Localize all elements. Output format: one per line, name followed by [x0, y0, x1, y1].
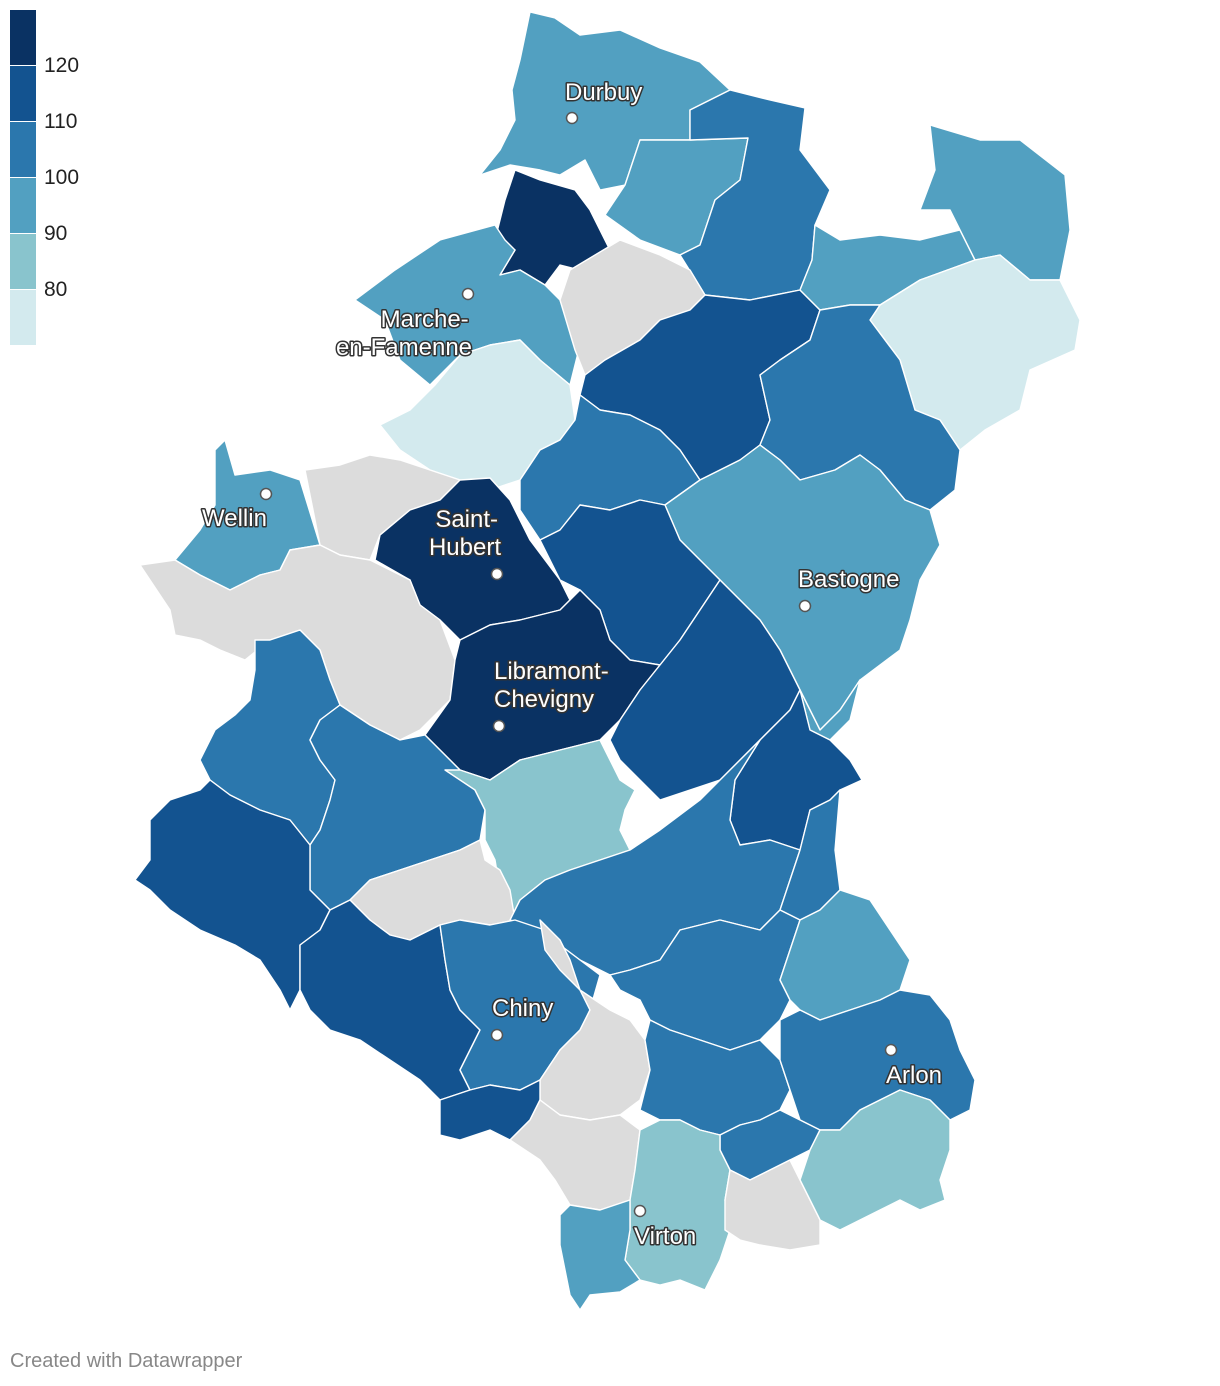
legend-swatch-5	[10, 234, 36, 289]
city-marker-icon	[490, 567, 504, 581]
city-label-line: Hubert	[429, 534, 501, 561]
city-label-durbuy: Durbuy	[565, 79, 642, 106]
legend-tick-110: 110	[44, 110, 77, 133]
city-label-line: en-Famenne	[336, 334, 472, 361]
city-label-line: Saint-	[435, 506, 498, 533]
city-label-libramont: Libramont- Chevigny	[494, 658, 615, 713]
city-marker-icon	[565, 111, 579, 125]
city-wellin[interactable]: Wellin	[201, 487, 273, 534]
city-durbuy[interactable]: Durbuy	[564, 78, 644, 125]
city-marker-icon	[633, 1204, 647, 1218]
legend-tick-80: 80	[44, 278, 67, 301]
city-label-wellin: Wellin	[202, 505, 267, 532]
legend-swatch-2	[10, 66, 36, 121]
city-libramont[interactable]: Libramont- Chevigny	[492, 657, 616, 733]
legend-tick-90: 90	[44, 222, 67, 245]
city-marker-icon	[461, 287, 475, 301]
region-sainthubert[interactable]	[374, 477, 571, 641]
city-marche[interactable]: Marche- en-Famenne	[334, 287, 475, 363]
city-label-line: Libramont-	[494, 658, 609, 685]
legend-swatch-3	[10, 122, 36, 177]
legend-tick-120: 120	[44, 54, 79, 77]
region-durbuy[interactable]	[479, 11, 731, 191]
legend-tick-100: 100	[44, 166, 79, 189]
credit-text: Created with Datawrapper	[10, 1350, 243, 1372]
municipalities	[134, 11, 1081, 1311]
city-label-line: Chevigny	[494, 686, 594, 713]
legend-swatch-1	[10, 10, 36, 65]
region-nodata-aubange	[724, 1159, 821, 1251]
city-marker-icon	[259, 487, 273, 501]
city-chiny[interactable]: Chiny	[490, 994, 555, 1042]
city-bastogne[interactable]: Bastogne	[797, 565, 901, 613]
city-label-bastogne: Bastogne	[798, 566, 899, 593]
city-marker-icon	[884, 1043, 898, 1057]
city-label-virton: Virton	[634, 1223, 696, 1250]
city-label-marche: Marche- en-Famenne	[336, 306, 475, 361]
color-legend: 120 110 100 90 80	[10, 10, 79, 345]
city-label-arlon: Arlon	[886, 1062, 942, 1089]
city-marker-icon	[798, 599, 812, 613]
city-marker-icon	[490, 1028, 504, 1042]
city-label-sainthubert: Saint- Hubert	[429, 506, 505, 561]
city-markers: Durbuy Marche- en-Famenne Wellin Saint- …	[201, 78, 944, 1252]
city-label-chiny: Chiny	[492, 995, 553, 1022]
region-musson[interactable]	[559, 1199, 641, 1311]
city-marker-icon	[492, 719, 506, 733]
city-sainthubert[interactable]: Saint- Hubert	[427, 505, 505, 581]
city-label-line: Marche-	[381, 306, 469, 333]
legend-swatch-6	[10, 290, 36, 345]
city-arlon[interactable]: Arlon	[884, 1043, 944, 1091]
legend-swatch-4	[10, 178, 36, 233]
city-virton[interactable]: Virton	[633, 1204, 698, 1252]
